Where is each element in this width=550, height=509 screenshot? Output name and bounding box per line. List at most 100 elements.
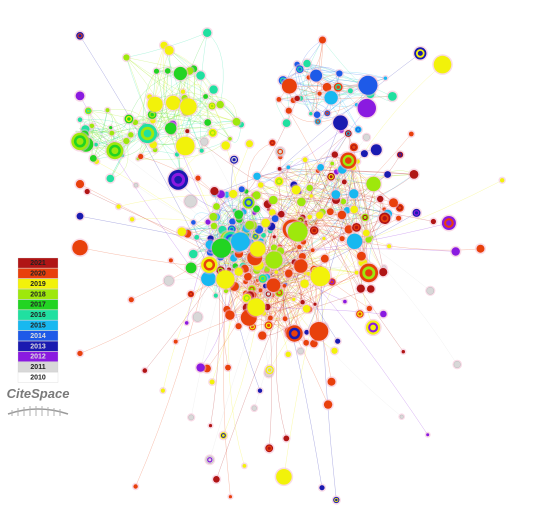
edge [246, 191, 434, 222]
node [319, 36, 326, 44]
node [176, 136, 195, 156]
node [399, 414, 404, 419]
node [331, 347, 338, 354]
node [367, 285, 375, 293]
edge [323, 174, 388, 239]
node [147, 96, 163, 112]
legend-label: 2014 [30, 333, 46, 340]
legend-label: 2020 [30, 271, 46, 278]
node [341, 179, 347, 185]
node [231, 232, 250, 251]
logo-lines [11, 406, 61, 416]
node [209, 212, 218, 221]
node [165, 122, 177, 134]
node-ring [328, 174, 334, 180]
edge [278, 214, 349, 230]
edge [279, 168, 320, 332]
node [306, 184, 313, 192]
node-ring [271, 245, 277, 250]
node [84, 107, 92, 115]
edge [283, 273, 325, 477]
node [225, 310, 235, 320]
node-ring [209, 129, 216, 136]
edge [346, 157, 384, 273]
node-ring [277, 148, 284, 155]
legend-swatch [17, 320, 59, 331]
legend-label: 2015 [30, 323, 46, 330]
node [380, 310, 387, 318]
node [228, 137, 232, 141]
node [261, 218, 271, 228]
edge [229, 301, 303, 316]
node [246, 140, 253, 148]
edge [313, 163, 333, 231]
node [253, 205, 260, 213]
edge [305, 272, 428, 435]
edge [268, 272, 357, 326]
node [500, 178, 505, 183]
node [196, 71, 205, 80]
node [160, 388, 165, 393]
node [164, 68, 171, 74]
edge [216, 130, 342, 207]
node [216, 100, 224, 109]
node [268, 315, 273, 321]
node [357, 251, 366, 261]
node [336, 70, 343, 77]
legend-label: 2011 [30, 364, 45, 371]
node [265, 251, 283, 269]
node [199, 148, 204, 153]
node-ring [203, 259, 216, 271]
node [409, 170, 419, 179]
node [350, 205, 359, 214]
node [360, 150, 368, 158]
node [303, 339, 310, 346]
node-ring [235, 211, 242, 218]
node [303, 59, 311, 68]
legend-label: 2012 [30, 354, 46, 361]
edge [304, 159, 357, 228]
node [208, 102, 216, 110]
node [302, 157, 308, 163]
node [84, 188, 90, 195]
node [123, 137, 130, 145]
node [282, 316, 288, 322]
node [76, 32, 84, 40]
node-ring [77, 33, 83, 39]
node-ring [362, 214, 368, 221]
node-ring [231, 156, 237, 163]
edge [273, 285, 402, 417]
edge [137, 111, 186, 159]
legend: 2021 2020 2019 2018 2017 2016 2015 2014 2013 2012… [17, 257, 59, 383]
node-ring [205, 120, 211, 125]
node [168, 258, 173, 263]
node-ring [311, 227, 318, 234]
edge [354, 241, 481, 251]
edge [278, 133, 349, 216]
node-ring [290, 224, 305, 239]
node [283, 435, 290, 442]
node [387, 244, 392, 249]
legend-swatch [17, 341, 59, 352]
node [343, 299, 347, 304]
edge [293, 96, 393, 101]
node [72, 240, 88, 256]
node [281, 78, 297, 94]
node [286, 325, 303, 342]
node-ring [108, 144, 121, 157]
edge [228, 279, 245, 466]
logo: CiteSpace [7, 386, 69, 416]
node [453, 360, 461, 369]
node-ring [85, 108, 91, 114]
legend-swatch [17, 309, 59, 321]
node [359, 263, 379, 283]
legend-label: 2018 [30, 291, 46, 298]
edge [155, 89, 214, 135]
node [133, 484, 138, 489]
node [361, 213, 369, 222]
node [128, 132, 134, 138]
node [89, 155, 97, 162]
node [203, 28, 212, 37]
node-ring [357, 285, 364, 292]
node [383, 76, 388, 80]
